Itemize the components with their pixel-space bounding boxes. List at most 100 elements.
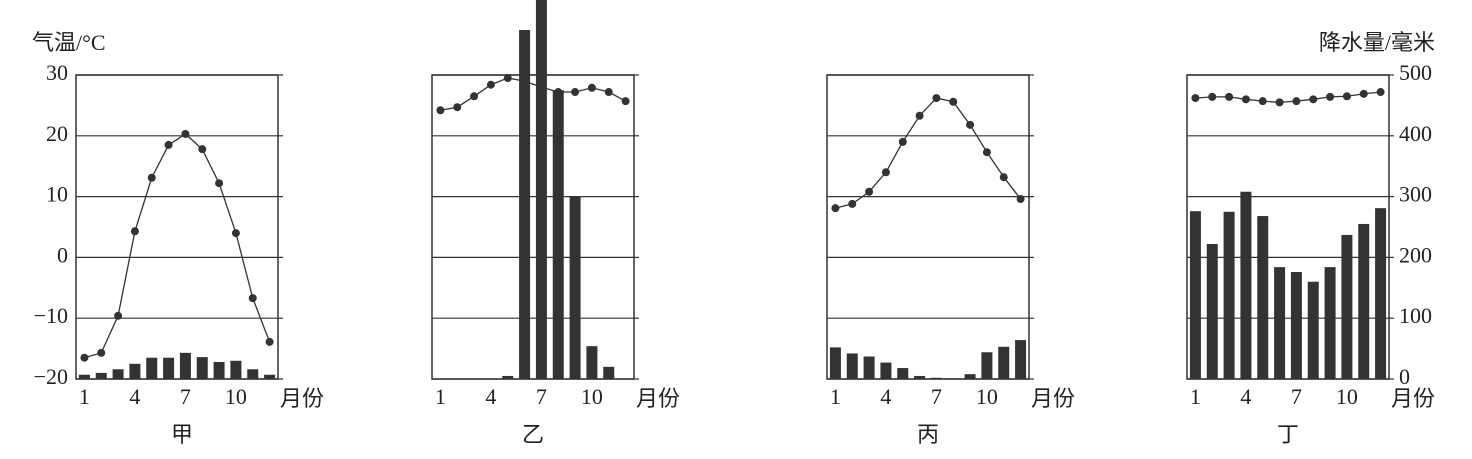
precipitation-bar	[930, 377, 942, 379]
temperature-point	[848, 199, 857, 208]
x-tick-label: 4	[1240, 384, 1251, 409]
temperature-point	[881, 168, 890, 177]
temperature-line	[835, 97, 1022, 209]
precipitation-bar	[880, 362, 892, 379]
temperature-point	[999, 173, 1008, 182]
y-tick-label: 20	[46, 121, 68, 146]
temperature-point	[1326, 92, 1335, 101]
y2-tick-label: 500	[1399, 60, 1432, 85]
precipitation-bar	[981, 352, 993, 379]
temperature-point	[520, 77, 529, 86]
precipitation-bar	[829, 347, 841, 379]
temperature-point	[1208, 92, 1217, 101]
y2-tick-label: 400	[1399, 121, 1432, 146]
temperature-point	[198, 145, 207, 154]
precipitation-bar	[163, 357, 175, 379]
temperature-point	[215, 179, 224, 188]
x-axis-label: 月份	[280, 386, 324, 411]
temperature-point	[949, 97, 958, 106]
precipitation-bar	[846, 353, 858, 379]
temperature-point	[503, 74, 512, 83]
temperature-point	[932, 94, 941, 103]
precipitation-bar	[179, 352, 191, 379]
y2-axis-label: 降水量/毫米	[1319, 30, 1435, 55]
x-axis-label: 月份	[1031, 386, 1075, 411]
temperature-point	[831, 204, 840, 213]
temperature-point	[114, 311, 123, 320]
chart-title: 乙	[522, 422, 544, 447]
precipitation-bar	[1324, 267, 1336, 379]
chart-title: 丙	[917, 422, 939, 447]
temperature-point	[80, 353, 89, 362]
temperature-point	[1309, 95, 1318, 104]
precipitation-bar	[947, 378, 959, 379]
precipitation-bar	[586, 346, 598, 379]
temperature-point	[147, 173, 156, 182]
x-tick-label: 10	[225, 384, 247, 409]
x-tick-label: 4	[880, 384, 891, 409]
temperature-point	[587, 83, 596, 92]
temperature-point	[453, 103, 462, 112]
x-tick-label: 10	[1336, 384, 1358, 409]
x-tick-label: 1	[1190, 384, 1201, 409]
precipitation-bar	[1375, 208, 1387, 379]
temperature-point	[982, 148, 991, 157]
temperature-point	[164, 140, 173, 149]
precipitation-bar	[502, 375, 514, 379]
precipitation-bar	[964, 374, 976, 379]
chart-title: 丁	[1277, 422, 1299, 447]
temperature-point	[181, 129, 190, 138]
temperature-point	[604, 88, 613, 97]
plot-frame	[826, 74, 1030, 380]
x-tick-label: 1	[830, 384, 841, 409]
x-tick-label: 1	[435, 384, 446, 409]
temperature-line	[1195, 91, 1381, 104]
x-axis-label: 月份	[1391, 386, 1435, 411]
x-axis-label: 月份	[636, 386, 680, 411]
precipitation-bar	[1206, 244, 1218, 379]
x-tick-label: 10	[581, 384, 603, 409]
precipitation-bar	[1223, 211, 1235, 379]
temperature-point	[265, 337, 274, 346]
y-tick-label: −20	[34, 364, 68, 389]
temperature-point	[436, 106, 445, 115]
temperature-point	[1225, 92, 1234, 101]
x-tick-label: 7	[536, 384, 547, 409]
x-tick-label: 1	[79, 384, 90, 409]
precipitation-bar	[112, 369, 124, 379]
precipitation-bar	[1257, 216, 1269, 379]
x-tick-label: 4	[485, 384, 496, 409]
y-tick-label: 0	[57, 242, 68, 267]
precipitation-bar	[196, 357, 208, 379]
precipitation-bar	[146, 357, 158, 379]
precipitation-bar	[213, 361, 225, 379]
precipitation-bar	[264, 374, 276, 379]
y-axis-label: 气温/°C	[32, 30, 106, 55]
temperature-point	[1258, 97, 1267, 106]
temperature-point	[537, 83, 546, 92]
temperature-point	[130, 227, 139, 236]
temperature-point	[966, 120, 975, 129]
temperature-point	[554, 88, 563, 97]
temperature-point	[898, 137, 907, 146]
precipitation-bar	[1358, 223, 1370, 379]
plot-frame	[75, 74, 279, 380]
precipitation-bar	[129, 363, 141, 379]
precipitation-bar	[863, 356, 875, 379]
temperature-point	[621, 97, 630, 106]
temperature-point	[1191, 94, 1200, 103]
temperature-line	[84, 133, 271, 359]
temperature-point	[231, 229, 240, 238]
precipitation-bar	[1274, 267, 1286, 379]
temperature-point	[1376, 88, 1385, 97]
x-tick-label: 4	[129, 384, 140, 409]
precipitation-bar	[569, 196, 581, 379]
temperature-point	[865, 187, 874, 196]
precipitation-bar	[1240, 191, 1252, 379]
temperature-point	[1241, 95, 1250, 104]
y2-tick-label: 300	[1399, 182, 1432, 207]
precipitation-bar	[1290, 271, 1302, 379]
x-tick-label: 7	[931, 384, 942, 409]
precipitation-bar	[552, 90, 564, 379]
